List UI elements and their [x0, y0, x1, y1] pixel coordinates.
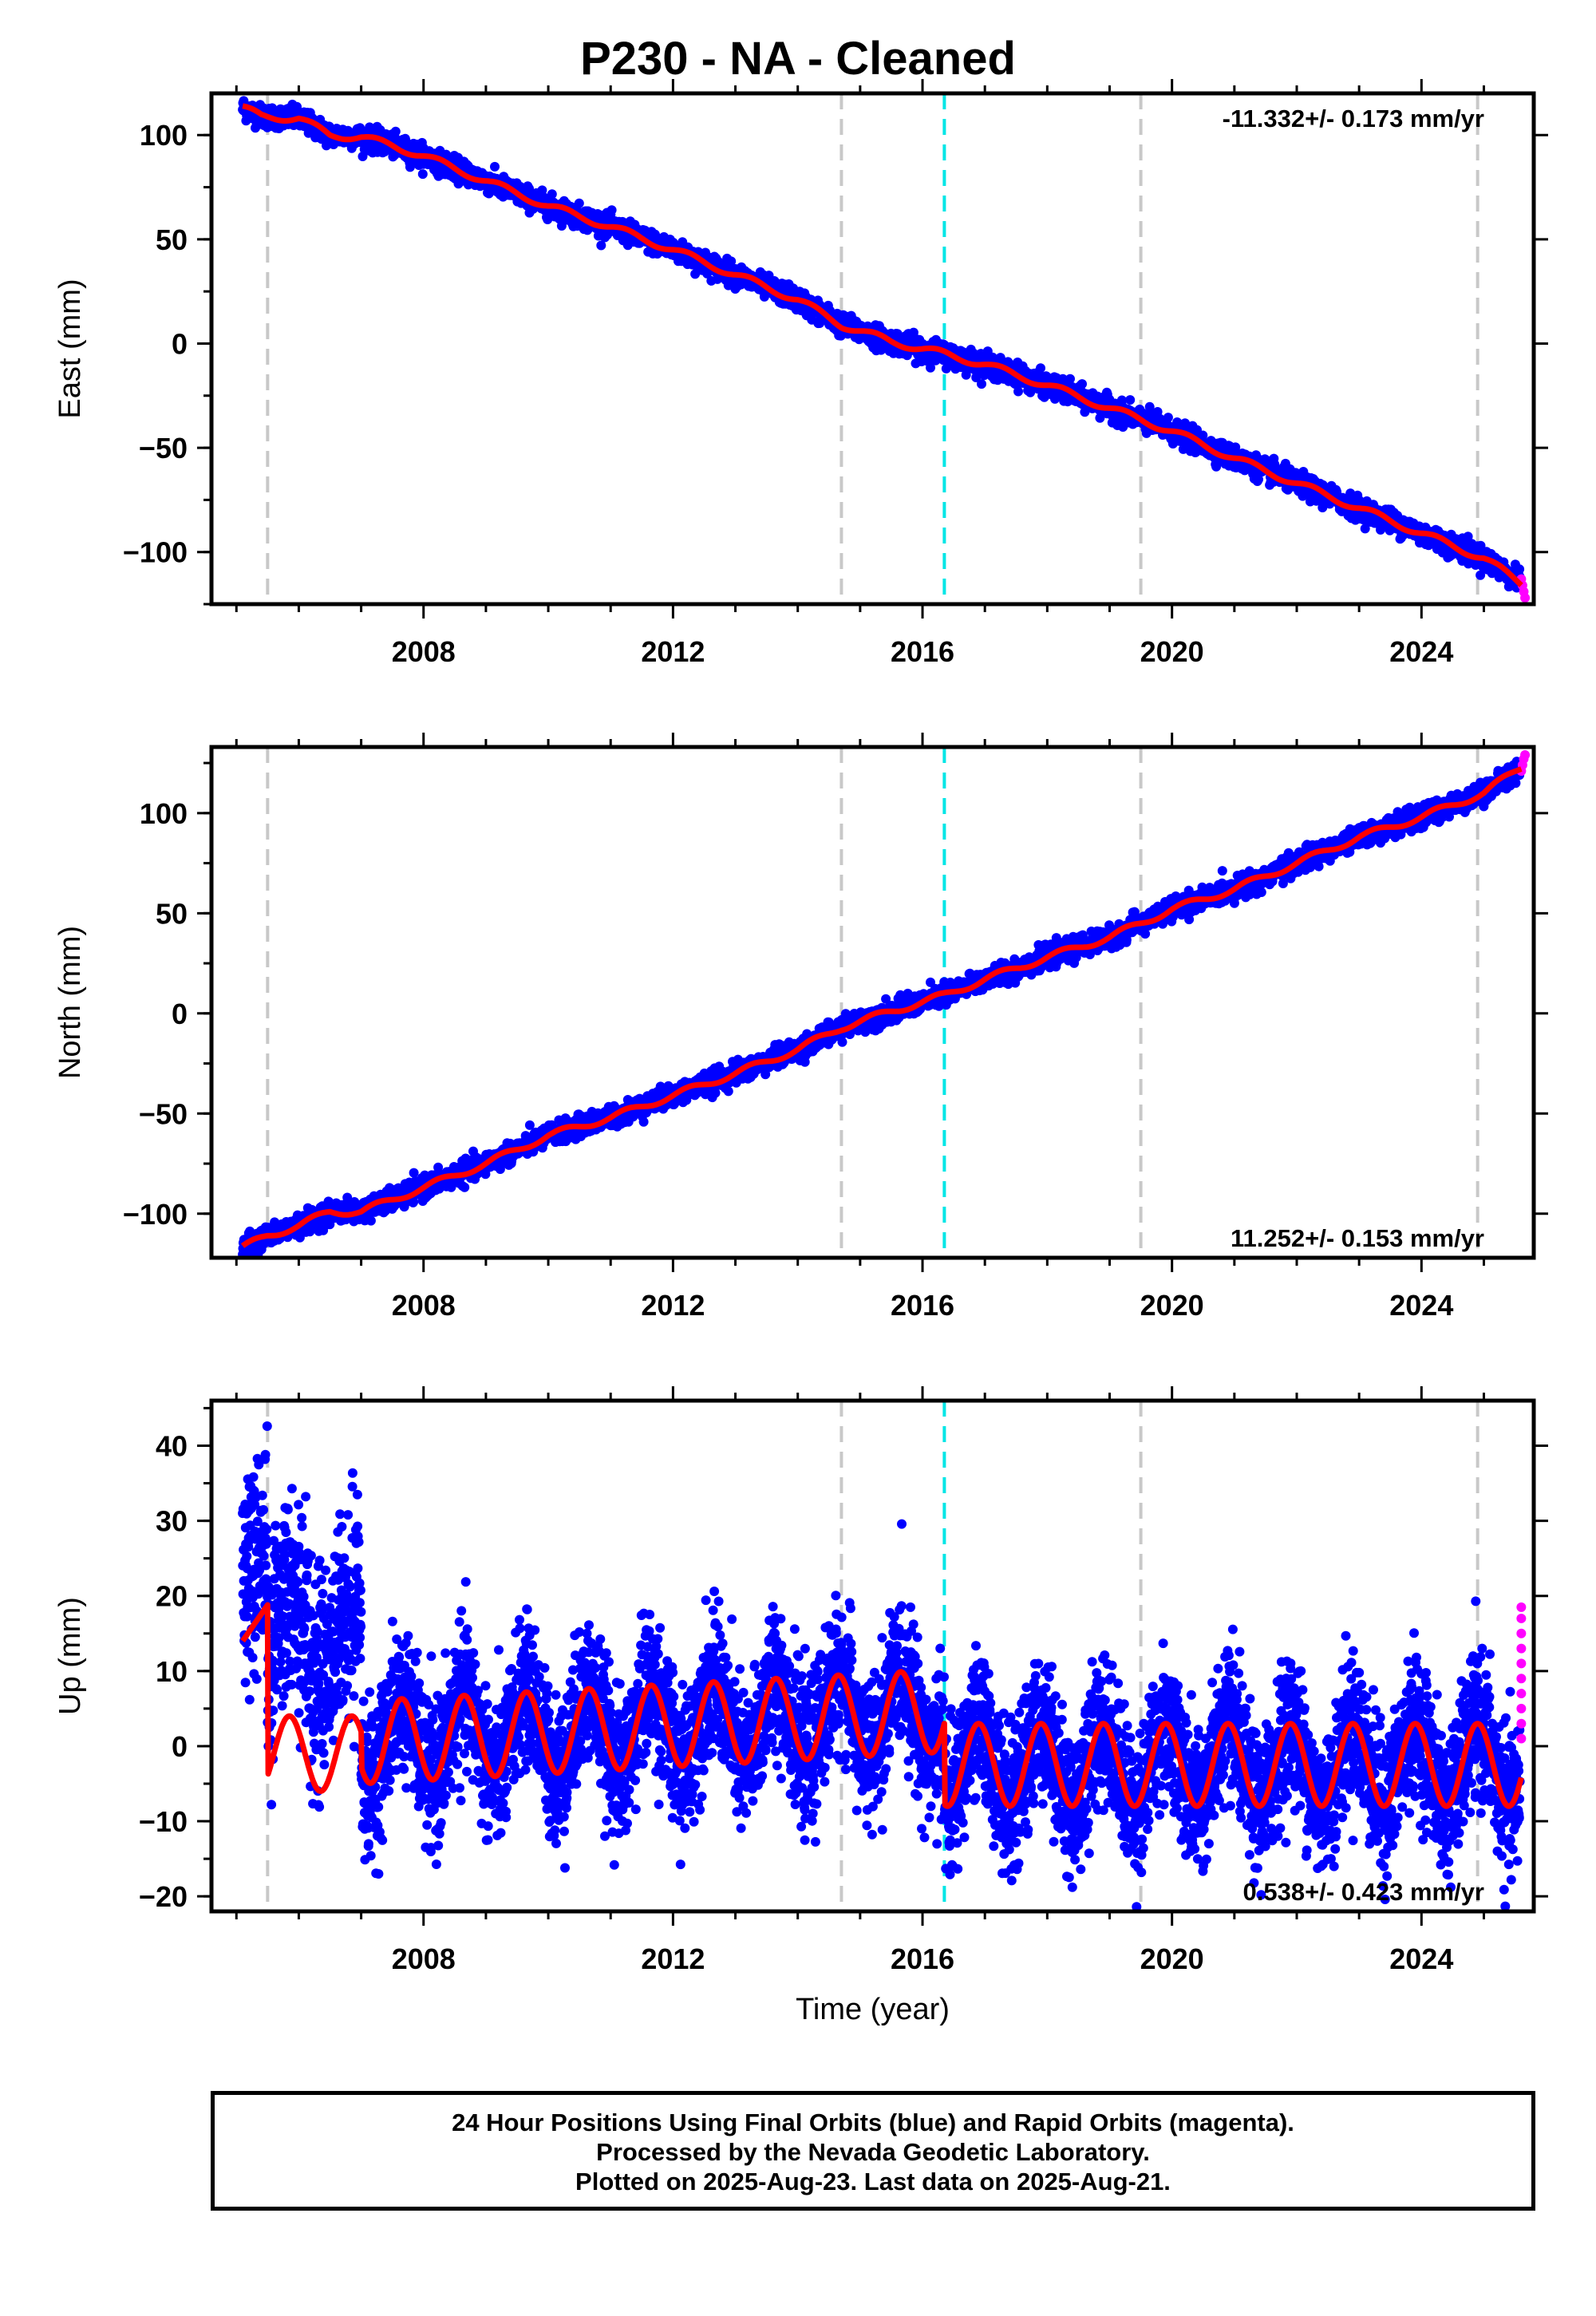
- data-point: [1163, 413, 1173, 423]
- data-point: [1476, 570, 1486, 580]
- rapid-point: [1520, 593, 1531, 603]
- data-point: [1463, 532, 1473, 542]
- chart-title: P230 - NA - Cleaned: [580, 33, 1016, 85]
- data-point: [977, 379, 986, 389]
- data-point: [606, 205, 617, 215]
- y-tick-label: 50: [156, 223, 188, 256]
- data-point: [1065, 373, 1075, 384]
- data-point: [1036, 363, 1045, 373]
- y-tick-label: −100: [123, 536, 188, 569]
- data-point: [574, 198, 584, 208]
- y-tick-label: 100: [140, 119, 188, 152]
- data-point: [1125, 395, 1136, 405]
- x-tick-label: 2008: [392, 635, 456, 668]
- data-point: [726, 256, 737, 267]
- panel-plot-area: [238, 93, 1531, 604]
- panel-plot-area: [238, 747, 1531, 1258]
- data-point: [1025, 387, 1036, 397]
- data-point: [417, 169, 428, 180]
- y-axis-label: East (mm): [53, 279, 87, 418]
- data-point: [596, 240, 606, 251]
- panel-frame: [209, 91, 1536, 607]
- rate-label: -11.332+/- 0.173 mm/yr: [1223, 105, 1484, 132]
- data-point: [543, 215, 553, 224]
- y-tick-label: 0: [172, 327, 188, 360]
- data-point: [1013, 386, 1023, 397]
- data-point: [460, 1182, 470, 1192]
- y-tick-label: −50: [139, 432, 188, 464]
- data-point: [365, 1215, 376, 1226]
- x-tick-label: 2016: [891, 635, 954, 668]
- data-point: [1077, 379, 1087, 389]
- data-point: [358, 152, 368, 161]
- data-point: [390, 126, 401, 136]
- data-point: [490, 161, 500, 172]
- data-point: [547, 189, 557, 200]
- data-point: [1254, 474, 1263, 484]
- final-orbit-points: [238, 96, 1525, 593]
- y-axis: −100 −50 0 50 100: [123, 119, 1548, 606]
- model-fit-line: [241, 103, 1523, 587]
- x-tick-label: 2012: [641, 635, 705, 668]
- data-point: [409, 1168, 419, 1178]
- time-series-plots: 2008 2012 2016 2020 2024 −100 −50 0 50 100 East (m…: [53, 79, 1548, 2026]
- x-tick-label: 2024: [1389, 635, 1453, 668]
- x-tick-label: 2020: [1140, 635, 1204, 668]
- x-axis: 2008 2012 2016 2020 2024: [235, 79, 1485, 668]
- data-point: [1515, 564, 1525, 575]
- panel-0: 2008 2012 2016 2020 2024 −100 −50 0 50 100 East (m…: [53, 79, 1548, 668]
- data-point: [926, 362, 935, 373]
